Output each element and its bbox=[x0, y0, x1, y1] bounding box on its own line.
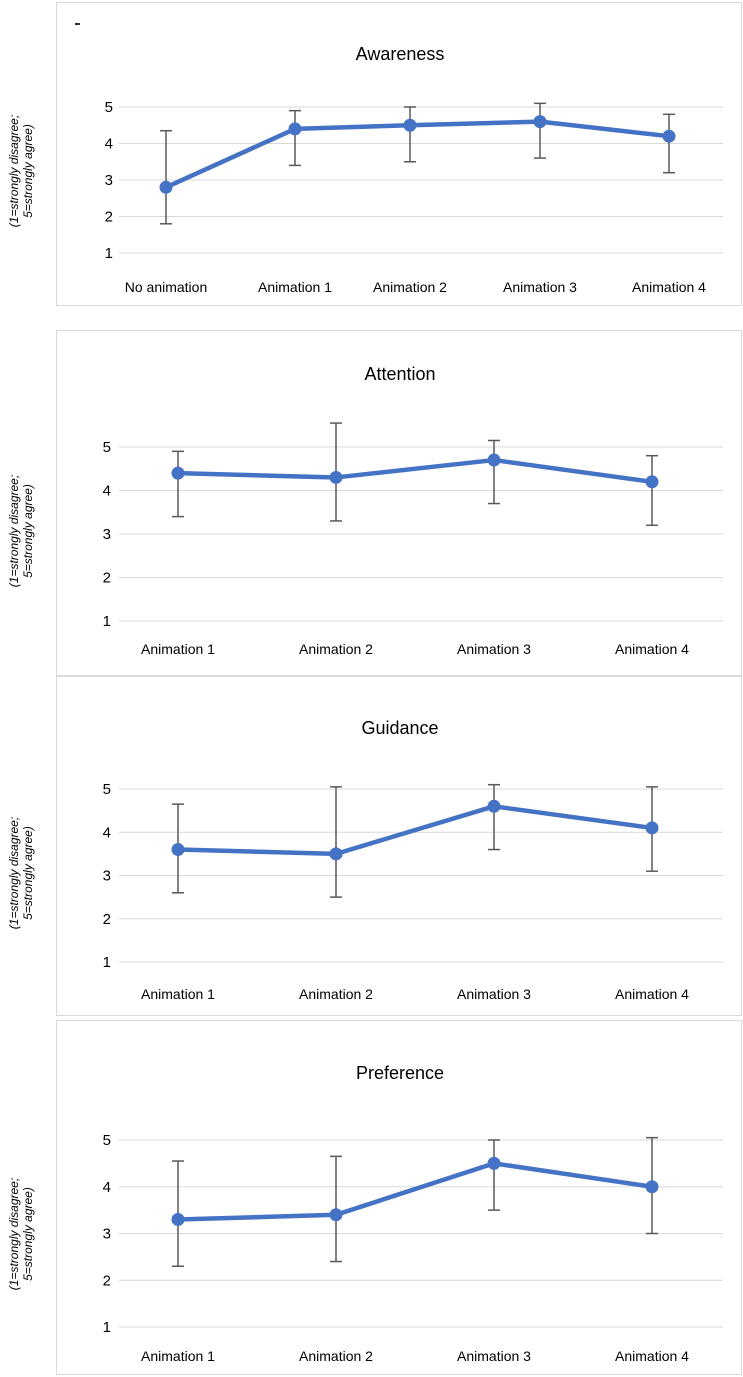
y-axis-label-line: 5=strongly agree) bbox=[21, 124, 35, 218]
error-bar bbox=[663, 113, 675, 174]
y-axis-label-line: (1=strongly disagree; bbox=[7, 114, 21, 228]
y-tick-label-3: 3 bbox=[103, 1226, 111, 1243]
x-tick-label-animation-3: Animation 3 bbox=[457, 986, 531, 1002]
awareness-chart-title: Awareness bbox=[356, 44, 445, 64]
error-bar bbox=[404, 106, 416, 163]
awareness-chart-svg: Awareness 1 2 3 4 5 No animation Animation 1 Ani… bbox=[105, 44, 723, 295]
error-bar bbox=[488, 1139, 500, 1211]
corner-mark bbox=[75, 23, 80, 25]
data-point bbox=[533, 115, 547, 129]
guidance-chart-svg: Guidance 1 2 3 4 5 Animation 1 Animation 2 Anima… bbox=[103, 718, 723, 1002]
series-line bbox=[175, 804, 655, 857]
x-tick-label-animation-2: Animation 2 bbox=[299, 641, 373, 657]
y-tick-label-5: 5 bbox=[105, 99, 113, 116]
y-axis-label-line: 5=strongly agree) bbox=[21, 826, 35, 920]
x-tick-label-animation-1: Animation 1 bbox=[141, 641, 215, 657]
data-point bbox=[329, 470, 343, 484]
awareness-chart-panel: Awareness 1 2 3 4 5 No animation Animation 1 Ani… bbox=[7, 2, 742, 306]
guidance-chart-title: Guidance bbox=[361, 718, 438, 738]
attention-chart-svg: Attention 1 2 3 4 5 Animation 1 Animation 2 Anim… bbox=[103, 364, 723, 657]
guidance-chart-panel: Guidance 1 2 3 4 5 Animation 1 Animation 2 Anima… bbox=[7, 676, 742, 1016]
y-tick-label-4: 4 bbox=[103, 483, 111, 500]
x-tick-label-animation-3: Animation 3 bbox=[457, 641, 531, 657]
data-point bbox=[329, 847, 343, 861]
x-tick-label-animation-3: Animation 3 bbox=[503, 279, 577, 295]
data-point bbox=[171, 466, 185, 480]
data-point bbox=[487, 453, 501, 467]
x-tick-label-animation-4: Animation 4 bbox=[615, 1348, 689, 1364]
y-axis-label-line: 5=strongly agree) bbox=[21, 484, 35, 578]
attention-chart-title: Attention bbox=[364, 364, 435, 384]
y-axis-label-line: (1=strongly disagree; bbox=[7, 474, 21, 588]
error-bar bbox=[160, 129, 172, 225]
y-tick-label-2: 2 bbox=[103, 911, 111, 928]
x-tick-label-animation-2: Animation 2 bbox=[299, 986, 373, 1002]
error-bar bbox=[172, 450, 184, 518]
y-tick-label-5: 5 bbox=[103, 1132, 111, 1149]
series-line bbox=[175, 1161, 655, 1222]
data-point bbox=[645, 1180, 659, 1194]
x-tick-label-animation-2: Animation 2 bbox=[373, 279, 447, 295]
preference-chart-panel: Preference 1 2 3 4 5 Animation 1 Animation 2 Ani… bbox=[7, 1020, 742, 1375]
x-tick-label-animation-4: Animation 4 bbox=[615, 641, 689, 657]
x-tick-label-animation-3: Animation 3 bbox=[457, 1348, 531, 1364]
y-tick-label-3: 3 bbox=[103, 868, 111, 885]
series-line bbox=[175, 457, 655, 485]
error-bar bbox=[646, 454, 658, 527]
data-point bbox=[645, 475, 659, 489]
data-point bbox=[171, 843, 185, 857]
error-bar bbox=[534, 102, 546, 159]
x-tick-label-no-animation: No animation bbox=[125, 279, 208, 295]
y-tick-label-4: 4 bbox=[103, 824, 111, 841]
data-point bbox=[645, 821, 659, 835]
error-bar bbox=[488, 439, 500, 505]
x-tick-label-animation-1: Animation 1 bbox=[141, 1348, 215, 1364]
y-axis-label-line: (1=strongly disagree; bbox=[7, 1177, 21, 1291]
y-tick-label-2: 2 bbox=[105, 209, 113, 226]
data-point bbox=[159, 180, 173, 194]
y-tick-label-1: 1 bbox=[105, 245, 113, 262]
data-point bbox=[329, 1208, 343, 1222]
x-tick-label-animation-1: Animation 1 bbox=[141, 986, 215, 1002]
y-tick-label-3: 3 bbox=[105, 172, 113, 189]
y-tick-label-5: 5 bbox=[103, 439, 111, 456]
data-point bbox=[403, 118, 417, 132]
data-point bbox=[171, 1212, 185, 1226]
y-axis-label-line: (1=strongly disagree; bbox=[7, 816, 21, 930]
error-bar bbox=[330, 786, 342, 898]
x-tick-label-animation-4: Animation 4 bbox=[615, 986, 689, 1002]
y-axis-label-line: 5=strongly agree) bbox=[21, 1187, 35, 1281]
y-tick-label-4: 4 bbox=[103, 1179, 111, 1196]
x-tick-label-animation-4: Animation 4 bbox=[632, 279, 706, 295]
y-tick-label-4: 4 bbox=[105, 136, 113, 153]
data-point bbox=[662, 129, 676, 143]
preference-chart-title: Preference bbox=[356, 1063, 444, 1083]
data-point bbox=[487, 1156, 501, 1170]
y-tick-label-1: 1 bbox=[103, 954, 111, 971]
data-point bbox=[487, 799, 501, 813]
y-tick-label-2: 2 bbox=[103, 1272, 111, 1289]
x-tick-label-animation-1: Animation 1 bbox=[258, 279, 332, 295]
y-tick-label-3: 3 bbox=[103, 526, 111, 543]
y-tick-label-5: 5 bbox=[103, 781, 111, 798]
attention-chart-panel: Attention 1 2 3 4 5 Animation 1 Animation 2 Anim… bbox=[7, 330, 742, 676]
data-point bbox=[288, 122, 302, 136]
y-tick-label-1: 1 bbox=[103, 1319, 111, 1336]
x-tick-label-animation-2: Animation 2 bbox=[299, 1348, 373, 1364]
preference-chart-svg: Preference 1 2 3 4 5 Animation 1 Animation 2 Ani… bbox=[103, 1063, 723, 1364]
error-bar bbox=[289, 109, 301, 167]
error-bar bbox=[488, 783, 500, 851]
series-line bbox=[163, 119, 672, 190]
y-tick-label-2: 2 bbox=[103, 570, 111, 587]
y-tick-label-1: 1 bbox=[103, 613, 111, 630]
